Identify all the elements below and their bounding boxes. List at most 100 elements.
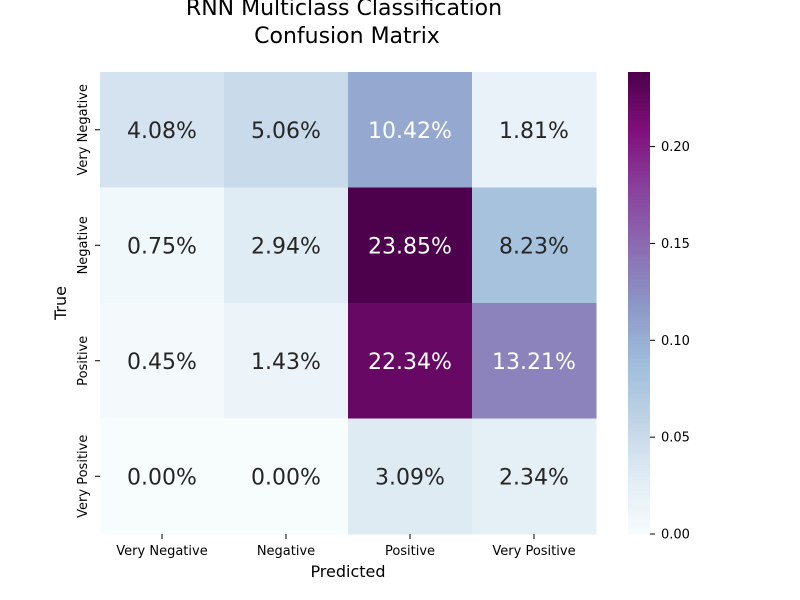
colorbar-segment (628, 271, 650, 275)
colorbar-segment (628, 219, 650, 223)
colorbar-segment (628, 201, 650, 206)
colorbar-segment (628, 375, 650, 379)
colorbar-segment (628, 89, 650, 93)
heatmap-cell-r2-c1 (224, 303, 349, 419)
colorbar-segment (628, 528, 650, 532)
colorbar-segment (628, 461, 650, 466)
colorbar-segment (628, 490, 650, 495)
colorbar-segment (628, 453, 650, 457)
colorbar-segment (628, 106, 650, 111)
x-axis-label: Predicted (310, 562, 385, 581)
colorbar-segment (628, 424, 650, 428)
colorbar-segment (628, 508, 650, 512)
colorbar-segment (628, 352, 650, 356)
colorbar-segment (628, 170, 650, 174)
colorbar-segment (628, 314, 650, 319)
colorbar-segment (628, 251, 650, 255)
colorbar-segment (628, 516, 650, 521)
colorbar-segment (628, 204, 650, 209)
y-axis: Very Negative Negative Positive Very Positi… (76, 84, 100, 518)
colorbar-segment (628, 216, 650, 220)
heatmap-cell-r3-c3 (472, 418, 597, 535)
colorbar-segment (628, 132, 650, 137)
colorbar-segment (628, 378, 650, 382)
colorbar-segment (628, 259, 650, 264)
y-tick-label: Negative (76, 216, 91, 274)
colorbar-segment (628, 239, 650, 243)
colorbar-segment (628, 404, 650, 408)
colorbar-segment (628, 510, 650, 515)
colorbar-segment (628, 285, 650, 290)
colorbar-segment (628, 164, 650, 168)
colorbar-segment (628, 242, 650, 246)
colorbar-segment (628, 476, 650, 480)
heatmap-cell-r2-c0 (100, 303, 225, 419)
heatmap-cell-r0-c1 (224, 72, 349, 188)
colorbar-segment (628, 499, 650, 503)
cell-value-label-r0-c2: 10.42% (368, 119, 452, 144)
colorbar-segment (628, 392, 650, 396)
colorbar-segment (628, 95, 650, 99)
heatmap-cell-r2-c3 (472, 303, 597, 419)
colorbar-segment (628, 427, 650, 431)
colorbar-segment (628, 303, 650, 307)
colorbar-segment (628, 357, 650, 362)
heatmap-cell-r2-c2 (348, 303, 473, 419)
colorbar-segment (628, 236, 650, 241)
colorbar-segment (628, 363, 650, 368)
colorbar-segment (628, 149, 650, 154)
heatmap-cell-r0-c3 (472, 72, 597, 188)
colorbar-segment (628, 401, 650, 405)
colorbar-segment (628, 297, 650, 301)
colorbar-segment (628, 129, 650, 134)
colorbar-segment (628, 305, 650, 310)
heatmap-cell-r3-c2 (348, 418, 473, 535)
colorbar-segment (628, 372, 650, 376)
cell-value-label-r2-c1: 1.43% (251, 350, 321, 375)
colorbar-segment (628, 109, 650, 114)
colorbar-segment (628, 421, 650, 425)
colorbar-segment (628, 92, 650, 96)
colorbar-segment (628, 181, 650, 186)
colorbar-tick-label: 0.10 (661, 334, 690, 349)
heatmap-cell-r0-c2 (348, 72, 473, 188)
heatmap-cells (100, 72, 597, 535)
colorbar-segment (628, 369, 650, 373)
heatmap-cell-r3-c0 (100, 418, 225, 535)
colorbar-segment (628, 447, 650, 451)
colorbar-segment (628, 184, 650, 189)
colorbar-segment (628, 245, 650, 249)
colorbar-segment (628, 291, 650, 295)
colorbar-segment (628, 80, 650, 85)
colorbar-segment (628, 334, 650, 339)
colorbar-segment (628, 77, 650, 82)
colorbar-segment (628, 178, 650, 183)
colorbar-segment (628, 317, 650, 321)
colorbar-segment (628, 262, 650, 267)
colorbar-segment (628, 311, 650, 316)
colorbar-segment (628, 493, 650, 498)
colorbar-segment (628, 473, 650, 477)
colorbar-segment (628, 86, 650, 90)
colorbar-segment (628, 328, 650, 333)
cell-value-label-r3-c1: 0.00% (251, 465, 321, 490)
cell-value-label-r3-c0: 0.00% (127, 465, 197, 490)
colorbar: 0.00 0.05 0.10 0.15 0.20 (628, 72, 690, 543)
cell-value-label-r0-c1: 5.06% (251, 119, 321, 144)
colorbar-segment (628, 320, 650, 324)
heatmap-cell-r1-c1 (224, 187, 349, 304)
chart-title-line-1: RNN Multiclass Classification (186, 0, 502, 21)
colorbar-segment (628, 207, 650, 212)
x-tick-label: Positive (385, 544, 435, 559)
colorbar-segment (628, 83, 650, 88)
x-tick-label: Very Positive (492, 544, 575, 559)
colorbar-segment (628, 152, 650, 157)
colorbar-segment (628, 277, 650, 281)
colorbar-tick-label: 0.05 (661, 431, 690, 446)
colorbar-segment (628, 135, 650, 140)
colorbar-segment (628, 337, 650, 342)
colorbar-segment (628, 193, 650, 197)
colorbar-segment (628, 482, 650, 486)
colorbar-segment (628, 265, 650, 269)
heatmap-cell-r0-c0 (100, 72, 225, 188)
